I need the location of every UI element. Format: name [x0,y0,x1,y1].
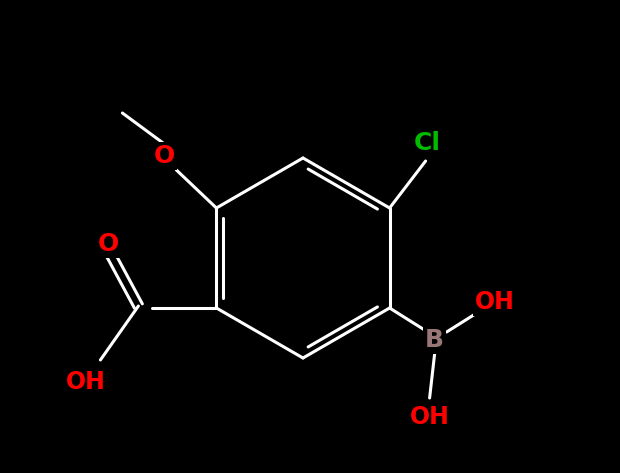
Text: OH: OH [410,405,449,429]
Text: O: O [154,144,175,168]
Text: B: B [425,328,444,352]
Text: OH: OH [475,290,515,314]
Text: Cl: Cl [414,131,441,155]
Text: O: O [98,232,119,256]
Text: OH: OH [66,370,105,394]
